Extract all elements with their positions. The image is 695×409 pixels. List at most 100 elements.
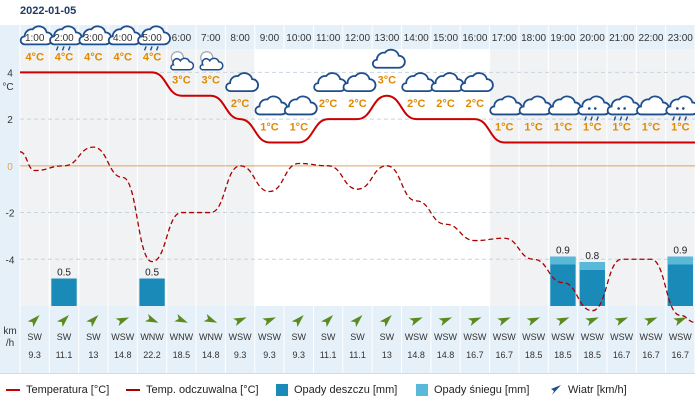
hour-label: 21:00	[609, 33, 634, 44]
legend-wind: Wiatr [km/h]	[550, 384, 627, 396]
temp-label: 1°C	[612, 121, 631, 133]
raindrop	[684, 116, 687, 121]
raindrop	[584, 116, 587, 121]
temp-label: 3°C	[202, 75, 221, 87]
temp-label: 2°C	[466, 98, 485, 110]
wind-speed-label: 16.7	[495, 350, 513, 360]
wind-arrow-icon	[233, 317, 247, 326]
cloud-rain-icon	[137, 25, 171, 51]
hour-label: 16:00	[462, 33, 487, 44]
rain-bar	[139, 278, 165, 306]
wind-speed-label: 18.5	[173, 350, 191, 360]
wind-direction-label: WSW	[229, 332, 252, 342]
temp-label: 1°C	[642, 121, 661, 133]
wind-speed-label: 18.5	[584, 350, 602, 360]
raindrop	[155, 46, 159, 51]
temp-label: 3°C	[172, 75, 191, 87]
feels-like-line-swatch	[126, 389, 140, 391]
wind-arrow-icon	[555, 317, 570, 326]
wind-speed-label: 9.3	[28, 350, 41, 360]
wind-arrow-shape	[438, 317, 453, 326]
wind-direction-label: SW	[292, 332, 307, 342]
wind-arrow-shape	[673, 317, 687, 326]
wind-arrow-icon	[262, 317, 276, 326]
wind-unit-label: km	[3, 326, 16, 337]
wind-direction-label: WSW	[522, 332, 545, 342]
temp-label: 4°C	[143, 51, 162, 63]
temp-label: 1°C	[583, 121, 602, 133]
raindrop	[672, 116, 675, 121]
partly-cloudy-night-icon	[170, 51, 195, 71]
precip-label: 0.9	[556, 246, 570, 257]
hour-label: 6:00	[172, 33, 192, 44]
wind-speed-label: 9.3	[293, 350, 306, 360]
snowflake-dot	[593, 107, 597, 110]
wind-arrow-icon	[379, 315, 392, 328]
wind-strip	[20, 306, 695, 373]
precip-label: 0.9	[673, 246, 687, 257]
wind-arrow-shape	[497, 317, 511, 326]
night-column	[196, 49, 225, 306]
temp-label: 2°C	[348, 98, 367, 110]
temperature-line-swatch	[6, 389, 20, 391]
hour-label: 13:00	[374, 33, 399, 44]
wind-direction-label: SW	[86, 332, 101, 342]
wind-direction-label: WSW	[669, 332, 692, 342]
snowflake-dot	[617, 107, 620, 110]
legend-temperature: Temperatura [°C]	[6, 384, 109, 396]
wind-direction-label: WSW	[581, 332, 604, 342]
raindrop	[149, 46, 153, 51]
wind-direction-label: WSW	[258, 332, 281, 342]
wind-speed-label: 16.7	[672, 350, 690, 360]
night-column	[137, 49, 167, 306]
y-tick-label: -2	[6, 209, 15, 220]
rain-bar	[51, 278, 77, 306]
snow-bar	[579, 262, 605, 270]
raindrop	[143, 46, 147, 51]
wind-arrow-icon	[86, 315, 99, 328]
wind-arrow-icon	[56, 315, 69, 328]
hour-label: 2:00	[54, 33, 74, 44]
wind-speed-label: 16.7	[466, 350, 484, 360]
small-cloud-shape	[199, 57, 224, 71]
wind-speed-label: 22.2	[143, 350, 161, 360]
raindrop	[625, 116, 629, 121]
temp-label: 2°C	[436, 98, 455, 110]
snowflake-dot	[676, 107, 679, 110]
hour-label: 11:00	[316, 33, 341, 44]
wind-arrow-icon	[144, 313, 159, 323]
wind-arrow-icon	[321, 315, 334, 328]
hour-label: 1:00	[25, 33, 45, 44]
wind-arrow-icon	[174, 313, 188, 323]
y-tick-label: 2	[7, 115, 13, 126]
raindrop	[61, 46, 65, 51]
wind-arrow-icon	[643, 317, 658, 326]
wind-arrow-shape	[350, 315, 363, 328]
precip-label: 0.8	[585, 251, 599, 262]
wind-arrow-shape	[27, 315, 40, 328]
hour-label: 14:00	[404, 33, 429, 44]
wind-arrow-icon	[409, 317, 423, 326]
wind-speed-label: 14.8	[437, 350, 455, 360]
wind-arrow-shape	[291, 315, 304, 328]
night-column	[167, 49, 196, 306]
rain-swatch	[276, 384, 288, 396]
wind-speed-label: 14.8	[407, 350, 425, 360]
wind-direction-label: WNW	[199, 332, 223, 342]
wind-arrow-shape	[409, 317, 423, 326]
hour-label: 10:00	[286, 33, 311, 44]
wind-speed-label: 9.3	[263, 350, 276, 360]
wind-arrow-shape	[526, 317, 541, 326]
wind-arrow-shape	[614, 317, 629, 326]
hour-label: 5:00	[142, 33, 162, 44]
snowflake-dot	[587, 107, 591, 110]
wind-arrow-icon	[497, 317, 511, 326]
y-tick-label: 0	[7, 162, 13, 173]
rain-bar	[667, 256, 693, 306]
temp-label: 1°C	[260, 121, 279, 133]
wind-arrow-icon	[350, 315, 363, 328]
wind-arrow-shape	[144, 313, 159, 323]
raindrop	[596, 116, 599, 121]
hour-label: 15:00	[433, 33, 458, 44]
wind-direction-label: WNW	[170, 332, 194, 342]
